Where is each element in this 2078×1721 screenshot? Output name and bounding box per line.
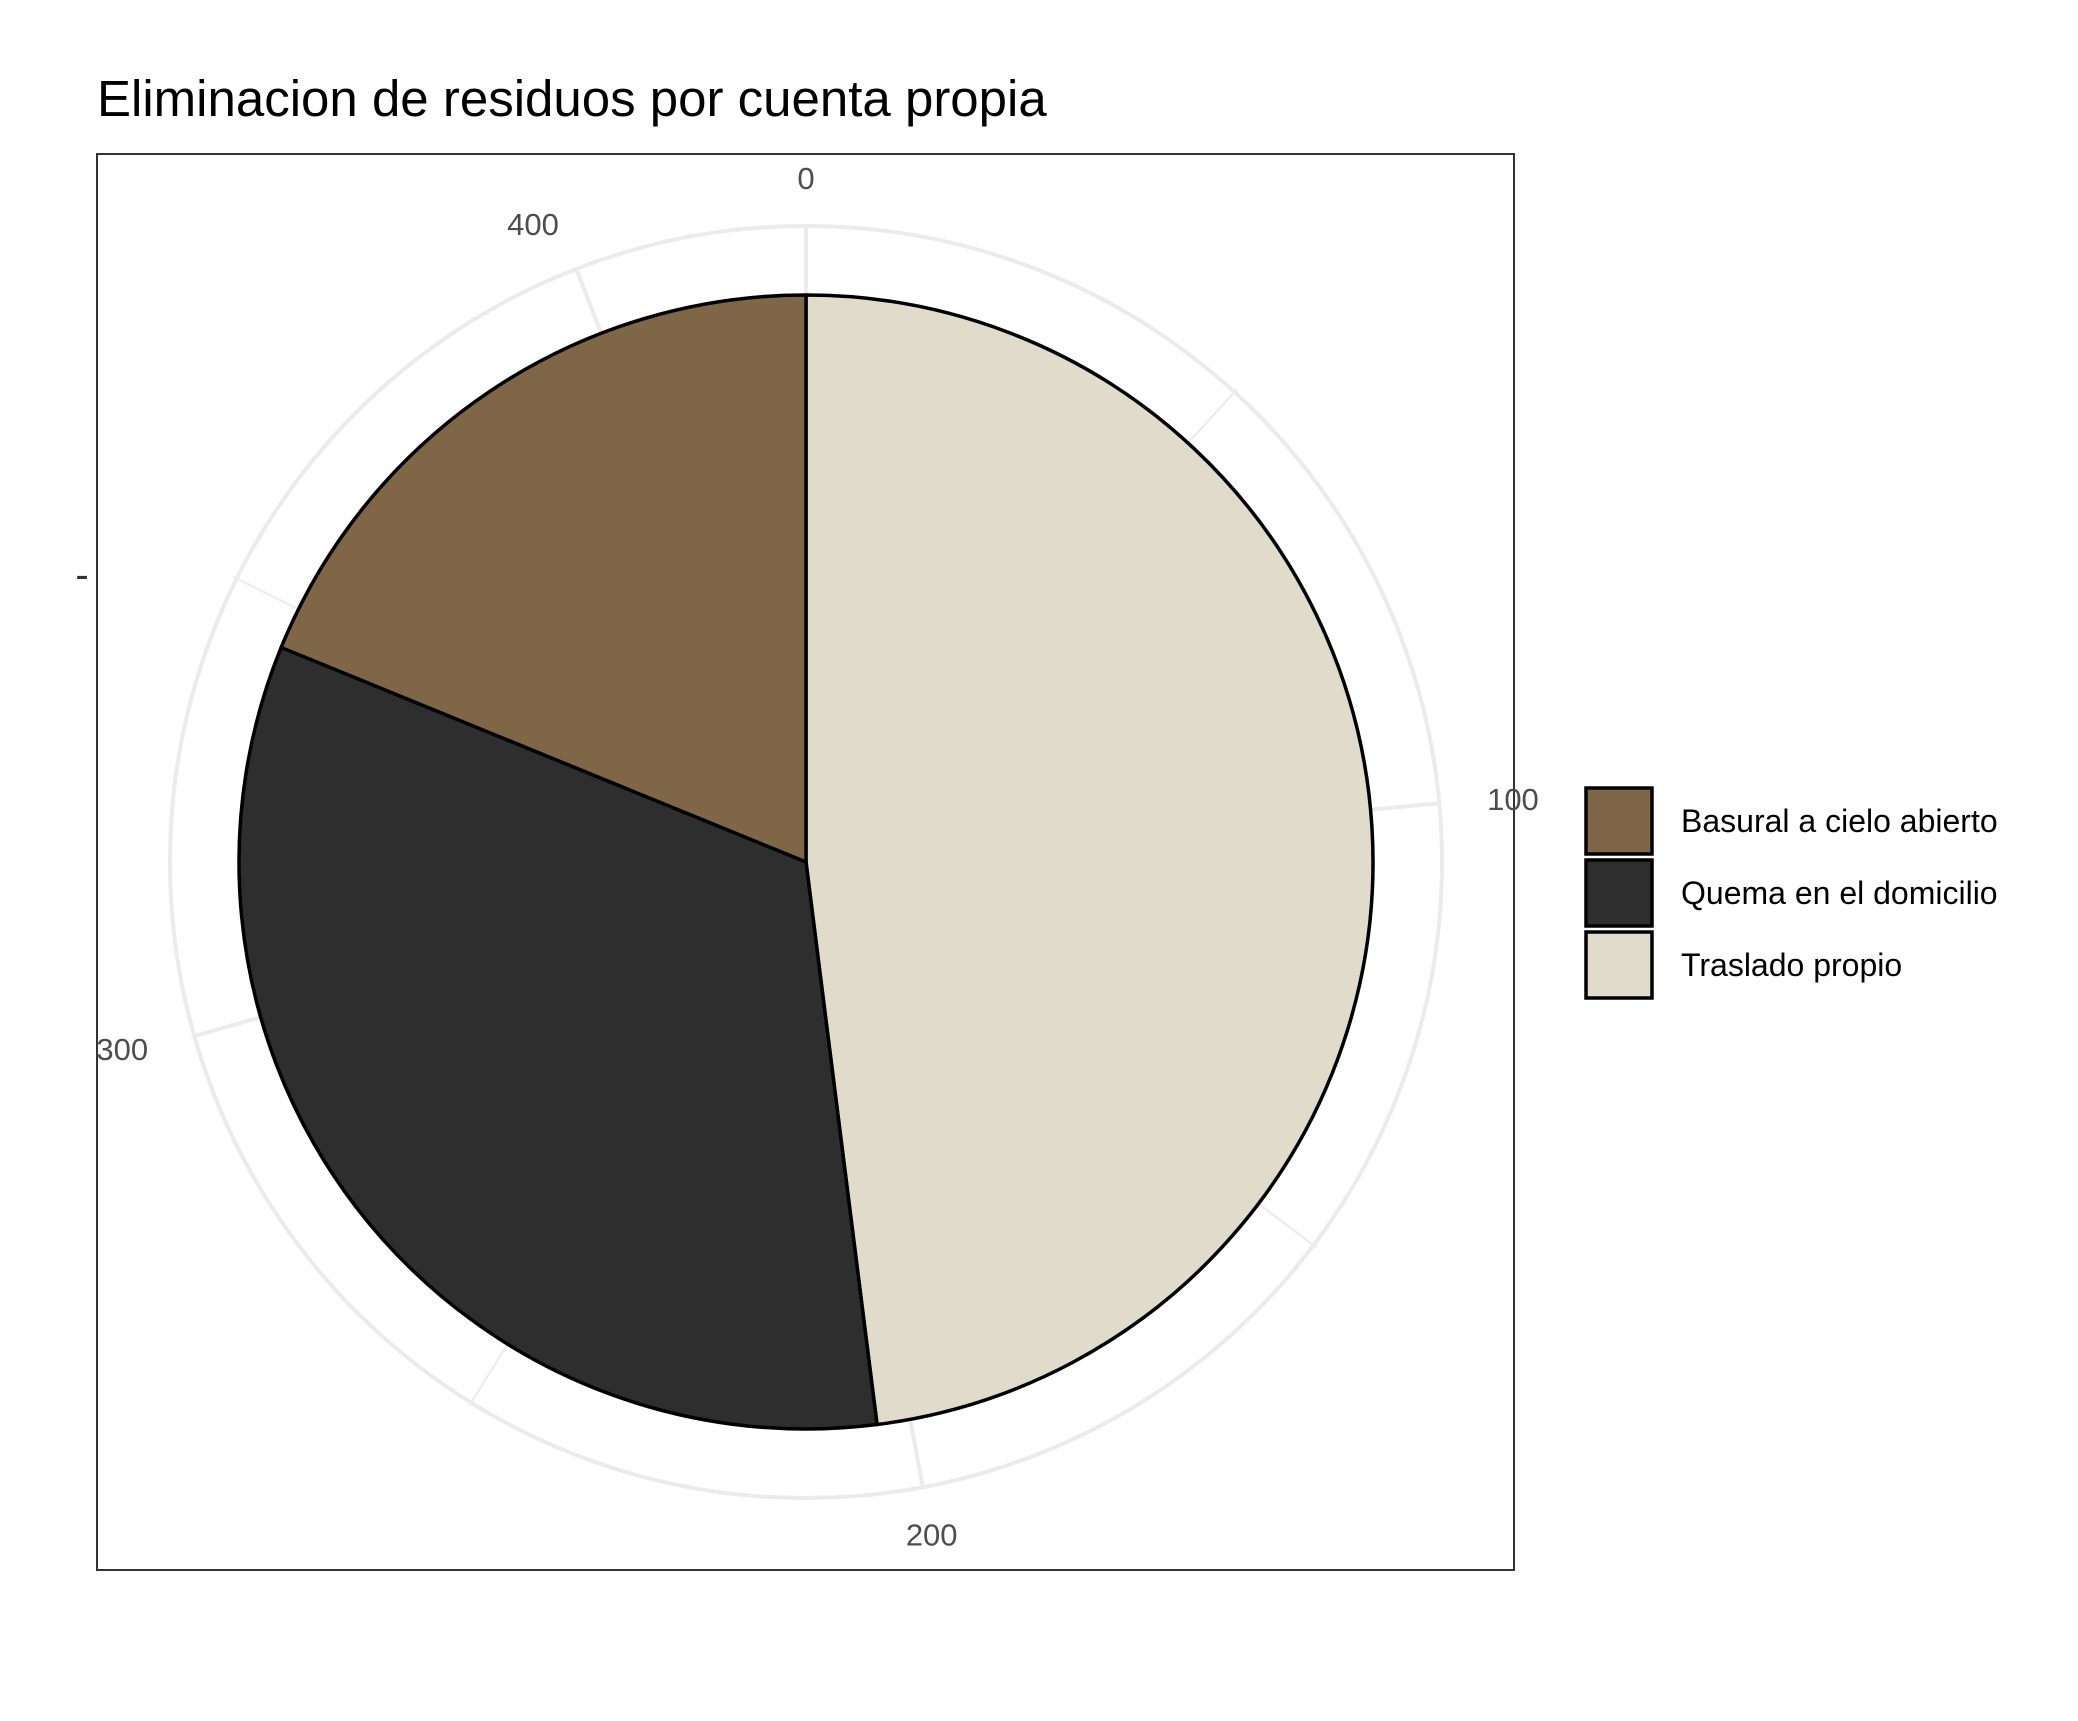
y-tick-label: - (75, 553, 88, 597)
legend-swatch (1584, 930, 1654, 1000)
angular-tick-label: 200 (906, 1517, 958, 1552)
legend-label: Basural a cielo abierto (1681, 803, 1998, 839)
chart-title: Eliminacion de residuos por cuenta propi… (97, 70, 1047, 127)
pie-slices (237, 293, 1375, 1431)
angular-tick-label: 0 (797, 161, 814, 196)
legend-swatch (1584, 786, 1654, 856)
legend-swatch (1584, 858, 1654, 928)
legend: Basural a cielo abierto Quema en el domic… (1584, 786, 1998, 1000)
angular-tick-labels: 0 100 200 300 400 (96, 161, 1538, 1552)
angular-tick-label: 100 (1487, 782, 1539, 817)
pie-slice-traslado-propio (804, 293, 1375, 1427)
legend-label: Quema en el domicilio (1681, 875, 1998, 911)
pie-slice-basural-a-cielo-abierto (279, 293, 808, 864)
legend-label: Traslado propio (1681, 947, 1902, 983)
angular-tick-label: 300 (96, 1032, 148, 1067)
pie-slice-quema-en-el-domicilio (237, 645, 879, 1431)
angular-tick-label: 400 (507, 207, 559, 242)
